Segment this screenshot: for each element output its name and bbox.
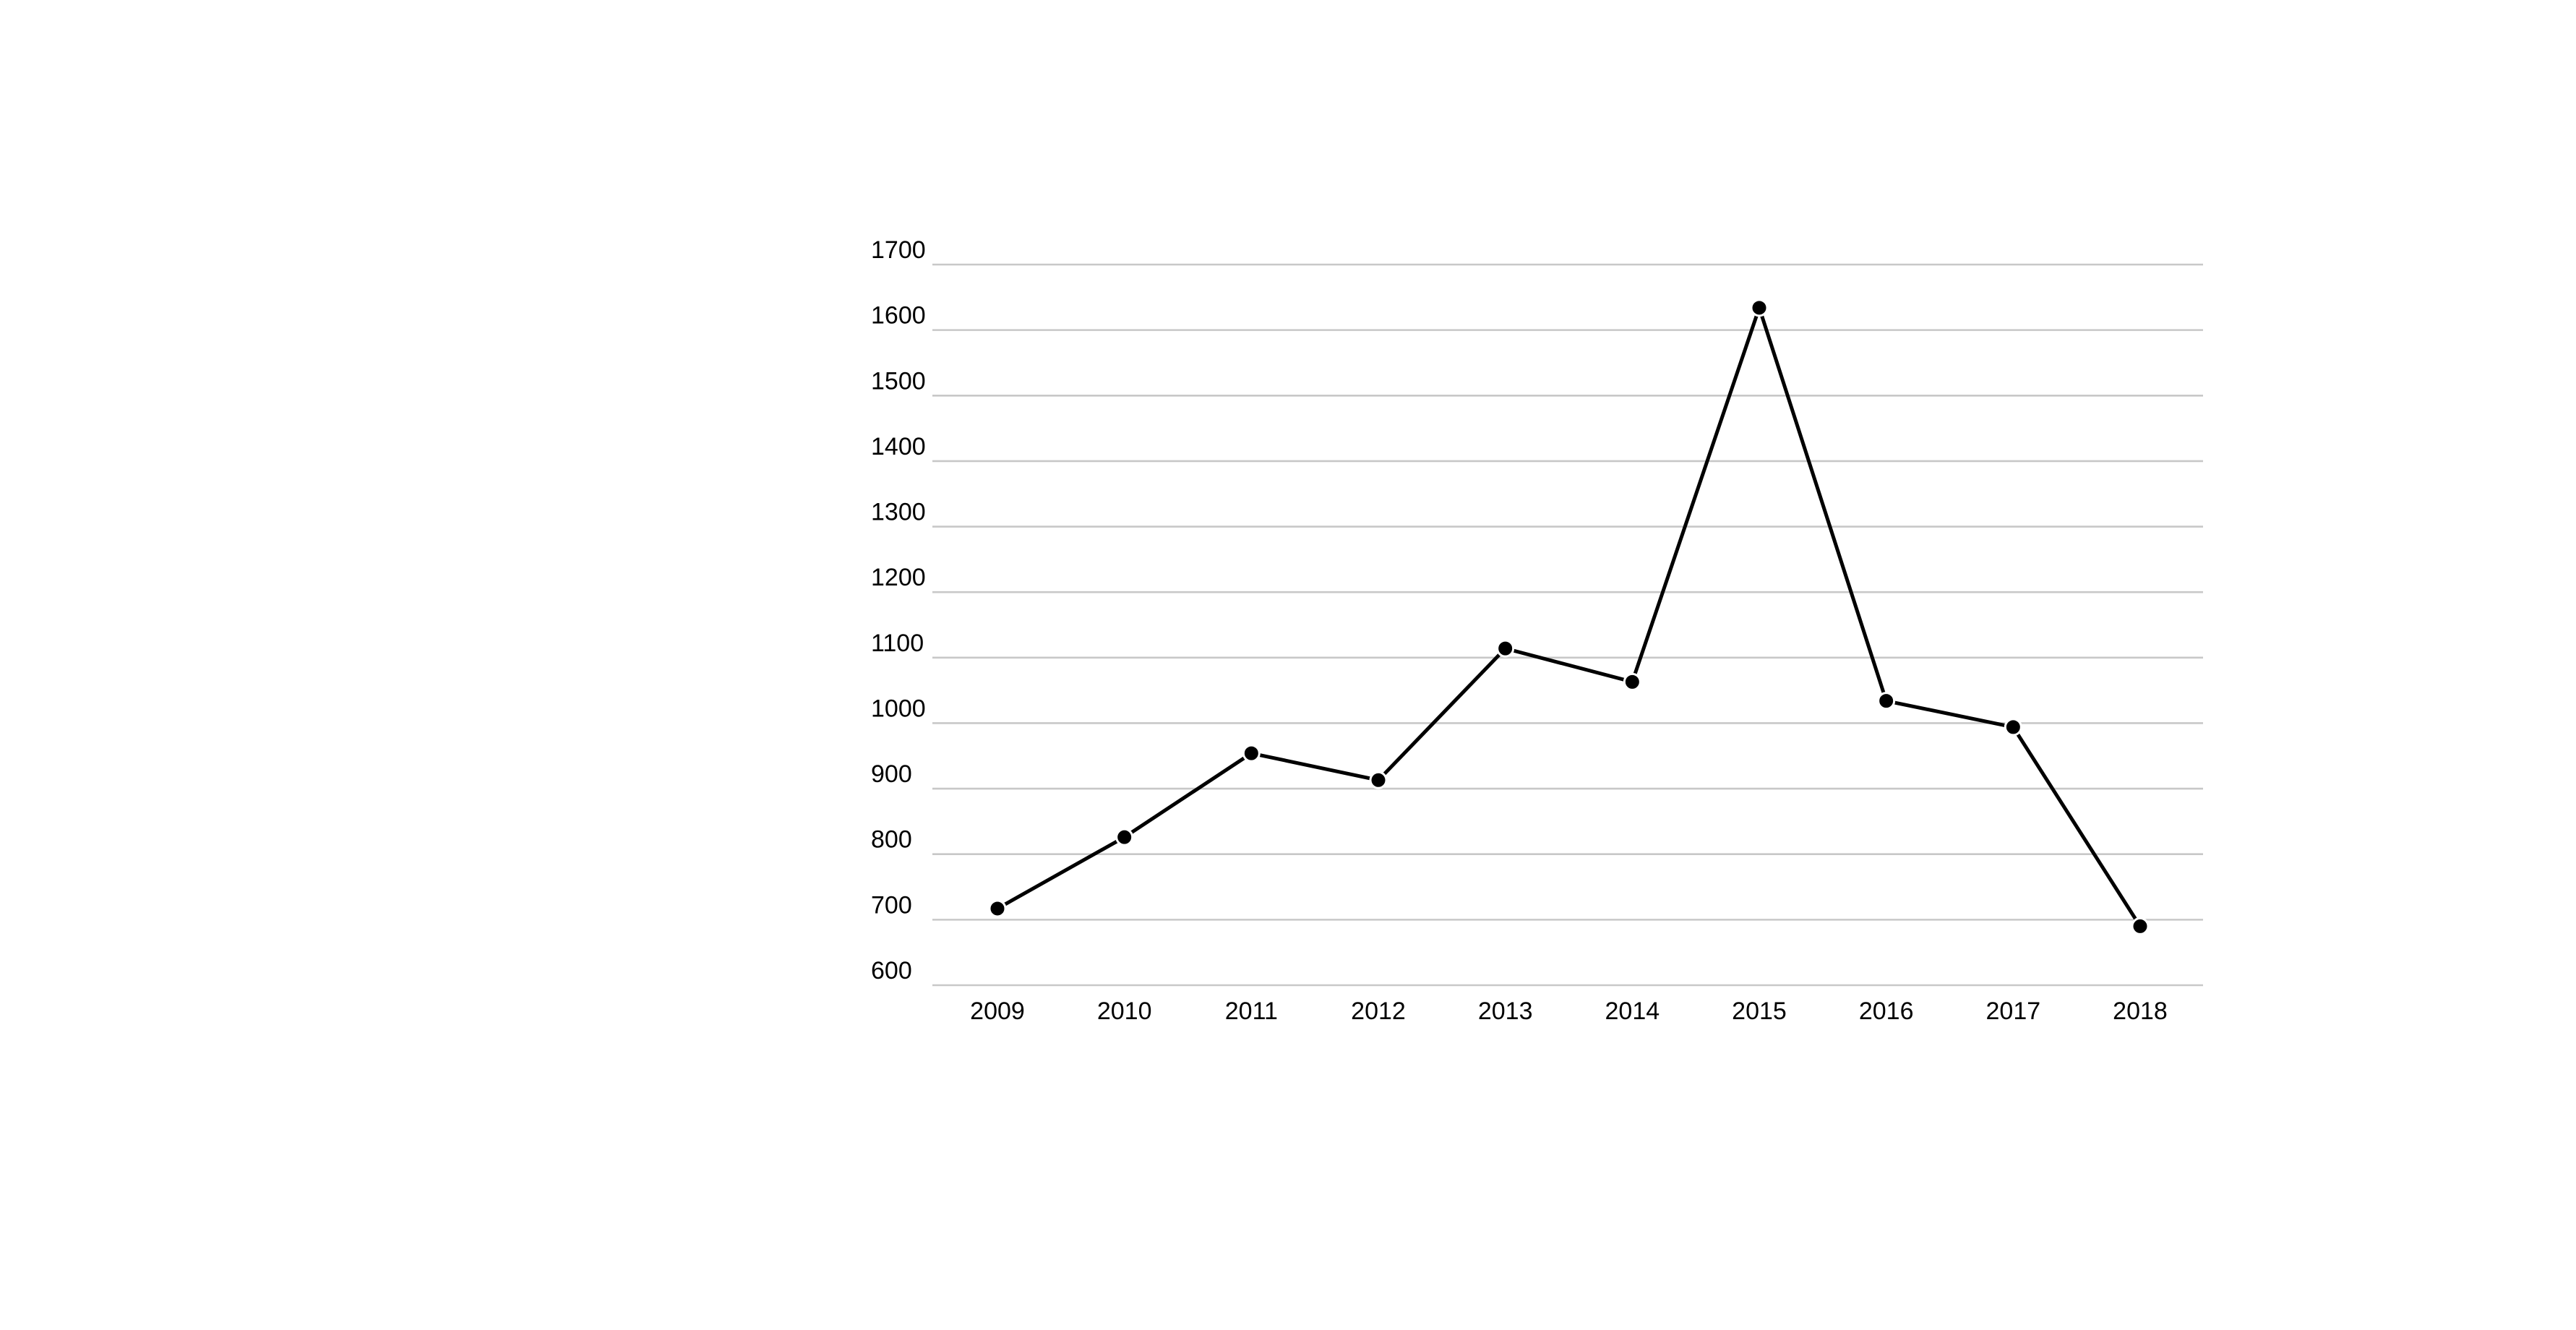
data-point-2018	[2131, 917, 2150, 935]
y-tick-label: 1700	[871, 236, 926, 264]
series-layer	[995, 306, 2142, 928]
x-tick-label: 2017	[1986, 998, 2041, 1025]
x-tick-label: 2018	[2113, 998, 2168, 1025]
gridlines	[932, 263, 2203, 987]
data-point-2015	[1750, 299, 1769, 317]
y-tick-label: 1100	[871, 630, 924, 657]
y-tick-label: 900	[871, 760, 912, 788]
x-tick-label: 2011	[1225, 998, 1278, 1025]
y-tick-label: 1600	[871, 302, 926, 330]
y-tick-label: 800	[871, 826, 912, 854]
data-point-2012	[1369, 771, 1388, 789]
data-point-2014	[1623, 672, 1641, 691]
y-tick-label: 700	[871, 891, 912, 919]
x-tick-label: 2016	[1859, 998, 1914, 1025]
data-points	[988, 299, 2150, 935]
data-point-2013	[1496, 639, 1515, 658]
y-axis-tick-labels: 600 700 800 900 1000 1100 1200 1300 1400 1500 1600…	[871, 236, 926, 984]
x-tick-label: 2012	[1351, 998, 1406, 1025]
x-axis-tick-labels: 2009 2010 2011 2012 2013 2014 2015 2016 2017 2018	[970, 998, 2168, 1025]
x-tick-label: 2014	[1605, 998, 1660, 1025]
x-tick-label: 2009	[970, 998, 1025, 1025]
data-point-2011	[1242, 744, 1261, 763]
data-point-2017	[2004, 718, 2022, 737]
y-tick-label: 1200	[871, 564, 926, 591]
y-tick-label: 600	[871, 957, 912, 984]
data-point-2009	[988, 899, 1007, 918]
x-tick-label: 2013	[1478, 998, 1533, 1025]
data-point-2010	[1115, 828, 1134, 846]
y-tick-label: 1300	[871, 499, 926, 526]
y-tick-label: 1000	[871, 695, 926, 722]
x-tick-label: 2015	[1732, 998, 1787, 1025]
data-point-2016	[1877, 692, 1896, 711]
series-line	[995, 306, 2142, 928]
y-tick-label: 1400	[871, 433, 926, 460]
x-tick-label: 2010	[1097, 998, 1152, 1025]
y-tick-label: 1500	[871, 367, 926, 395]
